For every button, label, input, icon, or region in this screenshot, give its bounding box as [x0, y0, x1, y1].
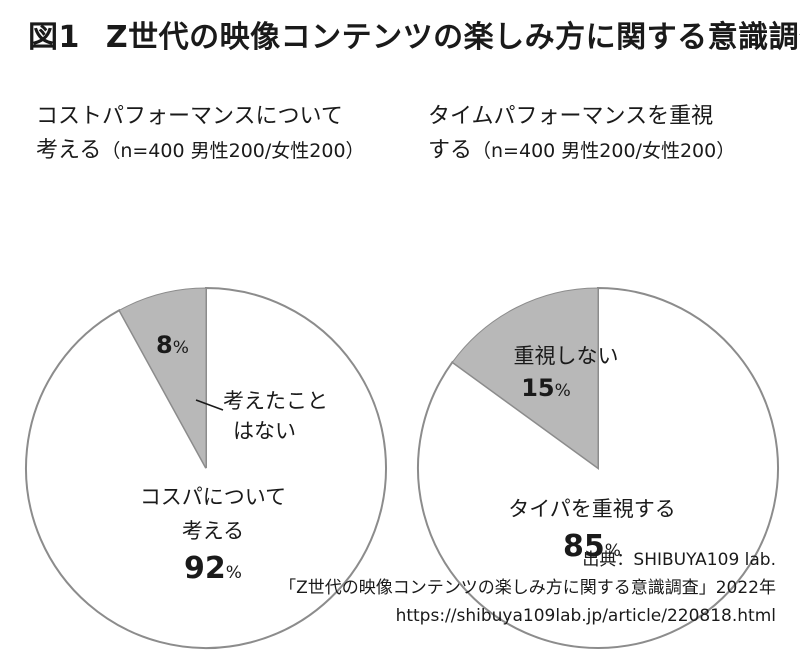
chart-heading-line2-text: する: [428, 138, 473, 163]
sample-size: （n=400 男性200/女性200）: [472, 140, 736, 162]
figure-title: 図1 Z世代の映像コンテンツの楽しみ方に関する意識調査: [28, 12, 800, 56]
slice-label-major-line2: 考える: [182, 519, 244, 543]
pie-slice-minor: [451, 287, 599, 469]
chart-heading: タイムパフォーマンスを重視 する（n=400 男性200/女性200）: [428, 100, 735, 168]
chart-time-performance: タイムパフォーマンスを重視 する（n=400 男性200/女性200） 重視しな…: [410, 100, 790, 649]
slice-label-minor-line1: 考えたこと: [223, 389, 328, 413]
source-line1: 出典：SHIBUYA109 lab.: [582, 550, 776, 570]
chart-heading-line1: タイムパフォーマンスを重視: [428, 104, 714, 129]
source-line2: 「Z世代の映像コンテンツの楽しみ方に関する意識調査」2022年: [279, 578, 776, 598]
slice-label-minor: 重視しない: [514, 344, 619, 368]
pie-chart-cost: 8% 考えたこと はない コスパについて 考える 92%: [25, 286, 387, 649]
chart-heading-line2: 考える（n=400 男性200/女性200）: [36, 134, 365, 168]
source-url: https://shibuya109lab.jp/article/220818.…: [395, 606, 776, 626]
figure-number: 図1: [28, 20, 80, 55]
chart-heading-line1: コストパフォーマンスについて: [36, 104, 343, 129]
data-label-minor: 15%: [521, 374, 571, 402]
sample-size: （n=400 男性200/女性200）: [101, 140, 365, 162]
slice-label-minor-line2: はない: [233, 419, 296, 443]
chart-heading-line2: する（n=400 男性200/女性200）: [428, 134, 735, 168]
figure-title-text: Z世代の映像コンテンツの楽しみ方に関する意識調査: [105, 20, 800, 55]
slice-label-major: タイパを重視する: [508, 497, 676, 521]
data-label-major: 92%: [184, 551, 242, 586]
pie-slice-minor: [118, 287, 207, 469]
chart-heading-line2-text: 考える: [36, 138, 102, 163]
data-label-major: 85%: [563, 529, 621, 564]
pie-chart-time: 重視しない 15% タイパを重視する 85%: [417, 286, 779, 649]
chart-heading: コストパフォーマンスについて 考える（n=400 男性200/女性200）: [36, 100, 365, 168]
label-leader-line: [195, 399, 224, 411]
pie-slice-major: [417, 286, 779, 649]
slice-label-major-line1: コスパについて: [140, 485, 286, 509]
chart-cost-performance: コストパフォーマンスについて 考える（n=400 男性200/女性200） 8%…: [18, 100, 398, 649]
data-label-minor: 8%: [156, 331, 189, 359]
source-citation: 出典：SHIBUYA109 lab. 「Z世代の映像コンテンツの楽しみ方に関する…: [279, 546, 776, 630]
